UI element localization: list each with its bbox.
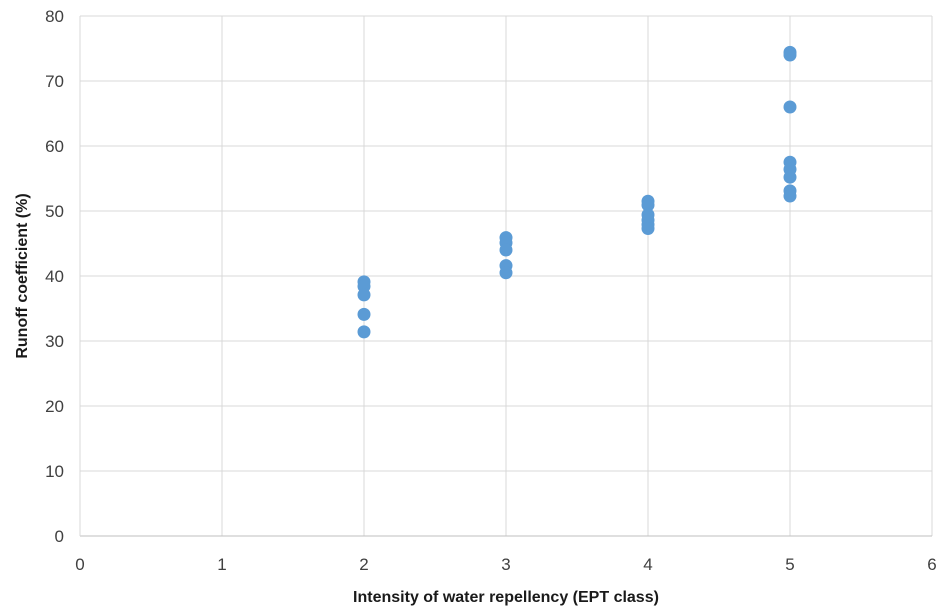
data-point <box>783 170 797 184</box>
x-tick-label: 1 <box>217 555 226 574</box>
x-tick-label: 3 <box>501 555 510 574</box>
y-axis-title: Runoff coefficient (%) <box>14 193 31 358</box>
y-tick-label: 30 <box>45 332 64 351</box>
x-tick-label: 4 <box>643 555 652 574</box>
y-tick-label: 60 <box>45 137 64 156</box>
y-tick-label: 20 <box>45 397 64 416</box>
x-tick-label: 6 <box>927 555 936 574</box>
x-tick-label: 0 <box>75 555 84 574</box>
data-point <box>357 288 371 302</box>
x-tick-label: 2 <box>359 555 368 574</box>
data-point <box>641 222 655 236</box>
plot-area-border <box>79 16 932 537</box>
x-axis-title: Intensity of water repellency (EPT class… <box>353 589 659 606</box>
data-point <box>499 266 513 280</box>
y-tick-label: 70 <box>45 72 64 91</box>
y-tick-label: 0 <box>55 527 64 546</box>
data-point <box>357 325 371 339</box>
y-axis-tick-labels: 0 10 20 30 40 50 60 70 80 <box>45 7 64 546</box>
data-point <box>783 189 797 203</box>
x-axis-tick-labels: 0 1 2 3 4 5 6 <box>75 555 936 574</box>
data-point <box>641 198 655 212</box>
data-point <box>783 48 797 62</box>
data-point <box>783 100 797 114</box>
data-point <box>499 243 513 257</box>
y-tick-label: 50 <box>45 202 64 221</box>
data-point <box>357 307 371 321</box>
y-tick-label: 80 <box>45 7 64 26</box>
x-tick-label: 5 <box>785 555 794 574</box>
y-tick-label: 10 <box>45 462 64 481</box>
data-points <box>357 45 797 339</box>
y-tick-label: 40 <box>45 267 64 286</box>
